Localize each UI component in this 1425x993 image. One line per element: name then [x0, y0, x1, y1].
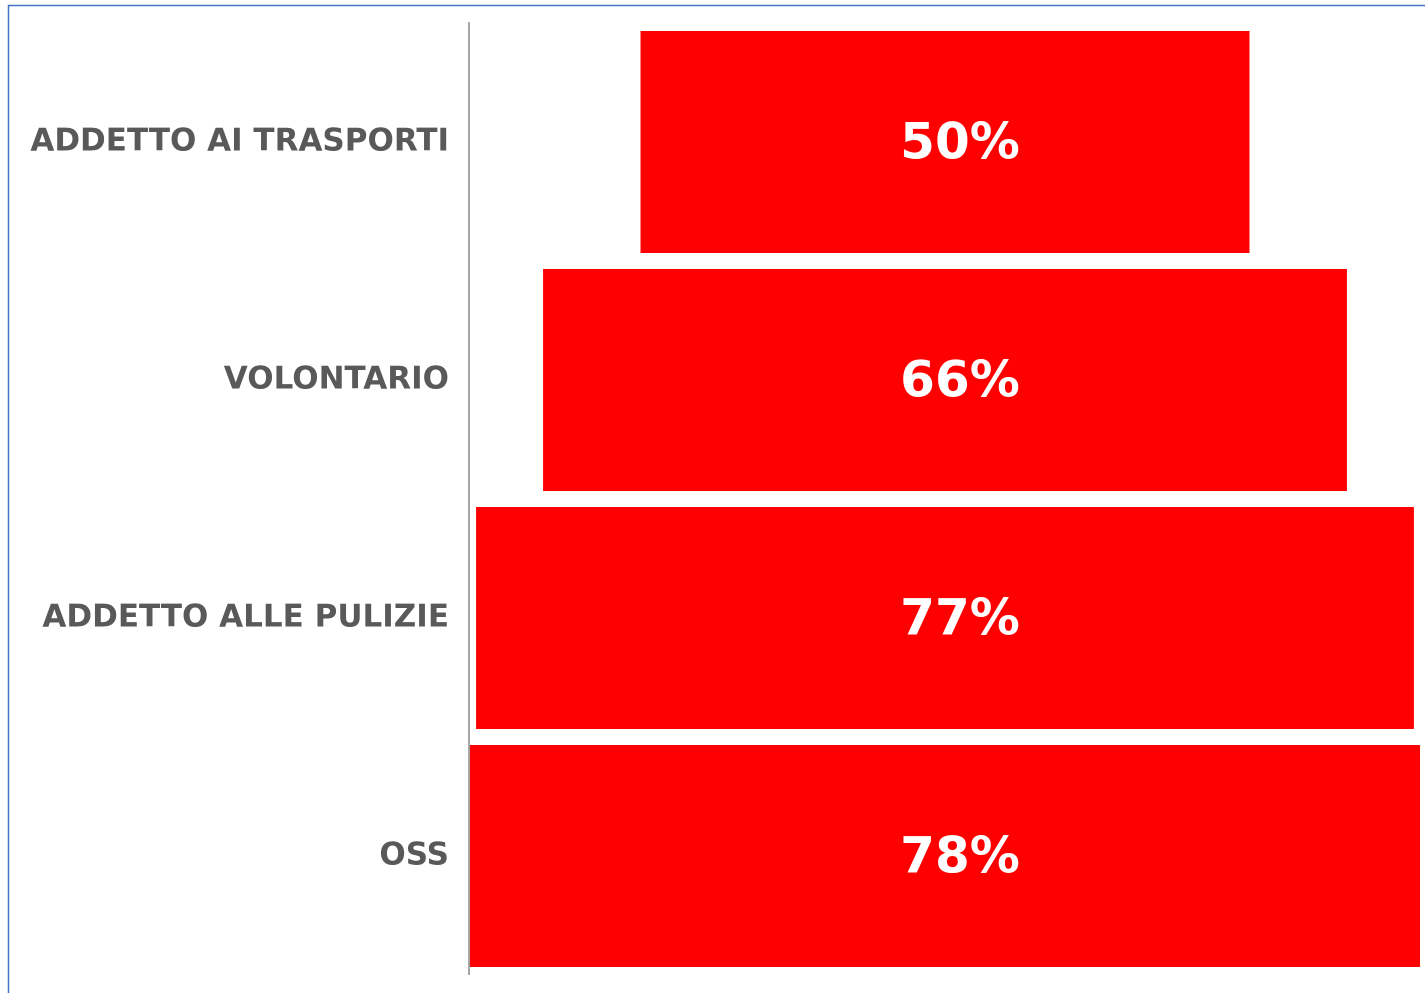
value-label: 77%	[900, 589, 1020, 647]
funnel-bar	[543, 269, 1347, 491]
category-label: OSS	[379, 837, 449, 873]
category-label: ADDETTO ALLE PULIZIE	[42, 599, 449, 635]
funnel-bar	[469, 745, 1421, 967]
funnel-bar	[640, 31, 1250, 253]
category-label: VOLONTARIO	[224, 361, 449, 397]
value-label: 66%	[900, 351, 1020, 409]
category-label: ADDETTO AI TRASPORTI	[30, 123, 449, 159]
value-label: 78%	[900, 827, 1020, 885]
value-label: 50%	[900, 113, 1020, 171]
funnel-bar	[476, 507, 1414, 729]
